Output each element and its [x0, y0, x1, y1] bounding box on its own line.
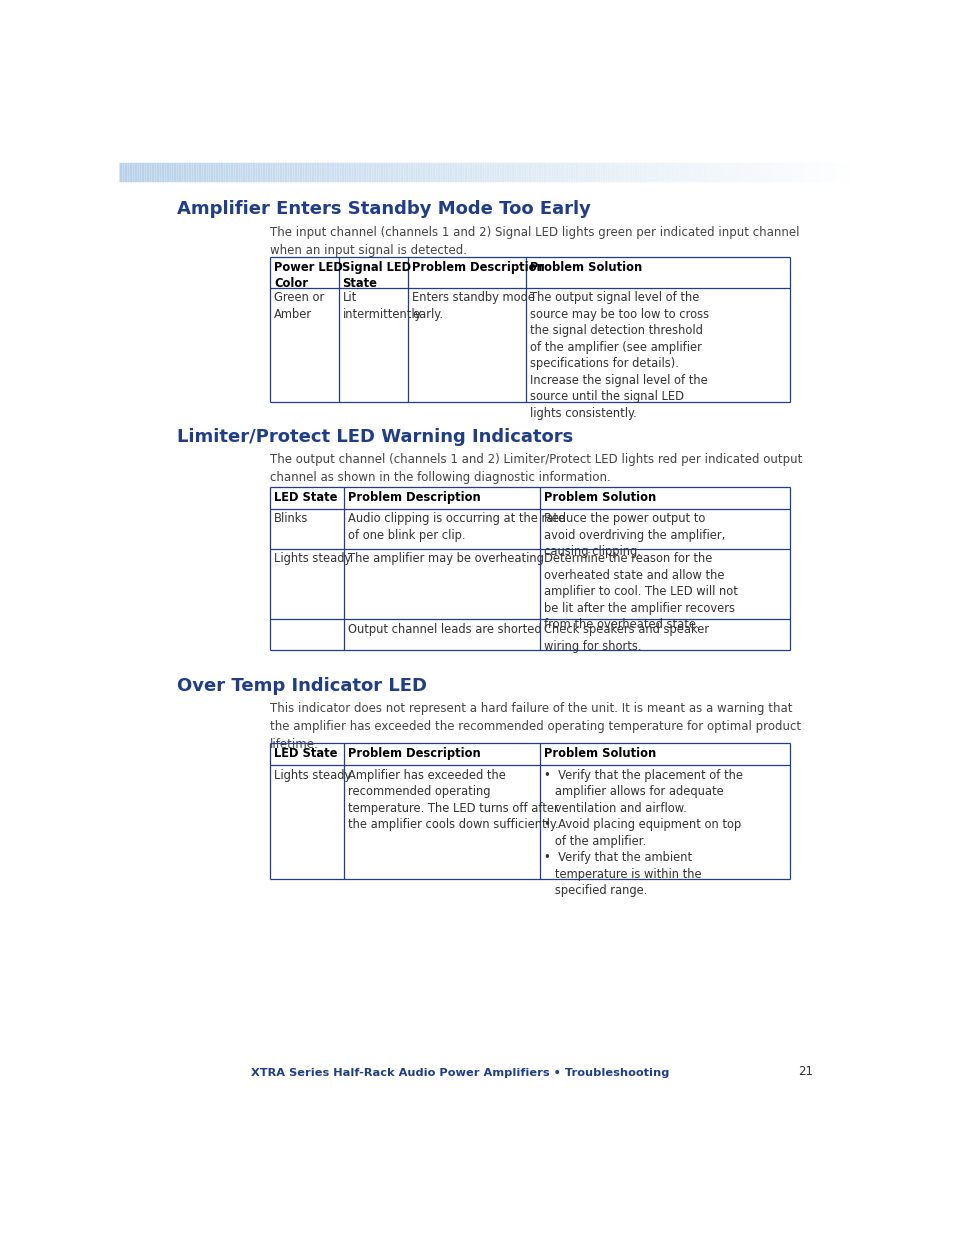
Text: The input channel (channels 1 and 2) Signal LED lights green per indicated input: The input channel (channels 1 and 2) Sig… — [270, 226, 799, 257]
Text: Lights steady: Lights steady — [274, 552, 351, 566]
Text: The output signal level of the
source may be too low to cross
the signal detecti: The output signal level of the source ma… — [530, 291, 708, 420]
Text: This indicator does not represent a hard failure of the unit. It is meant as a w: This indicator does not represent a hard… — [270, 701, 801, 751]
Text: Output channel leads are shorted: Output channel leads are shorted — [348, 624, 541, 636]
Text: Check speakers and speaker
wiring for shorts.: Check speakers and speaker wiring for sh… — [543, 624, 708, 653]
Text: Problem Description: Problem Description — [412, 261, 544, 274]
Text: LED State: LED State — [274, 490, 337, 504]
Text: XTRA Series Half-Rack Audio Power Amplifiers • Troubleshooting: XTRA Series Half-Rack Audio Power Amplif… — [251, 1067, 669, 1078]
Text: Lit
intermittently: Lit intermittently — [342, 291, 421, 321]
Text: Enters standby mode
early.: Enters standby mode early. — [412, 291, 535, 321]
Text: 21: 21 — [797, 1065, 812, 1078]
Text: Limiter/Protect LED Warning Indicators: Limiter/Protect LED Warning Indicators — [177, 429, 573, 447]
Text: Problem Description: Problem Description — [348, 747, 480, 761]
Text: Audio clipping is occurring at the rate
of one blink per clip.: Audio clipping is occurring at the rate … — [348, 513, 564, 542]
Text: •  Verify that the placement of the
   amplifier allows for adequate
   ventilat: • Verify that the placement of the ampli… — [543, 769, 742, 898]
Text: Green or
Amber: Green or Amber — [274, 291, 324, 321]
Text: The amplifier may be overheating.: The amplifier may be overheating. — [348, 552, 547, 566]
Text: Lights steady: Lights steady — [274, 769, 351, 782]
Text: The output channel (channels 1 and 2) Limiter/Protect LED lights red per indicat: The output channel (channels 1 and 2) Li… — [270, 453, 801, 484]
Text: Problem Description: Problem Description — [348, 490, 480, 504]
Text: Power LED
Color: Power LED Color — [274, 261, 343, 290]
Text: Reduce the power output to
avoid overdriving the amplifier,
causing clipping.: Reduce the power output to avoid overdri… — [543, 513, 724, 558]
Text: Problem Solution: Problem Solution — [530, 261, 641, 274]
Text: Blinks: Blinks — [274, 513, 309, 525]
Text: Problem Solution: Problem Solution — [543, 490, 656, 504]
Text: LED State: LED State — [274, 747, 337, 761]
Text: Amplifier Enters Standby Mode Too Early: Amplifier Enters Standby Mode Too Early — [177, 200, 591, 217]
Text: Problem Solution: Problem Solution — [543, 747, 656, 761]
Text: Amplifier has exceeded the
recommended operating
temperature. The LED turns off : Amplifier has exceeded the recommended o… — [348, 769, 558, 831]
Text: Signal LED
State: Signal LED State — [342, 261, 411, 290]
Text: Over Temp Indicator LED: Over Temp Indicator LED — [177, 677, 427, 695]
Text: Determine the reason for the
overheated state and allow the
amplifier to cool. T: Determine the reason for the overheated … — [543, 552, 737, 631]
